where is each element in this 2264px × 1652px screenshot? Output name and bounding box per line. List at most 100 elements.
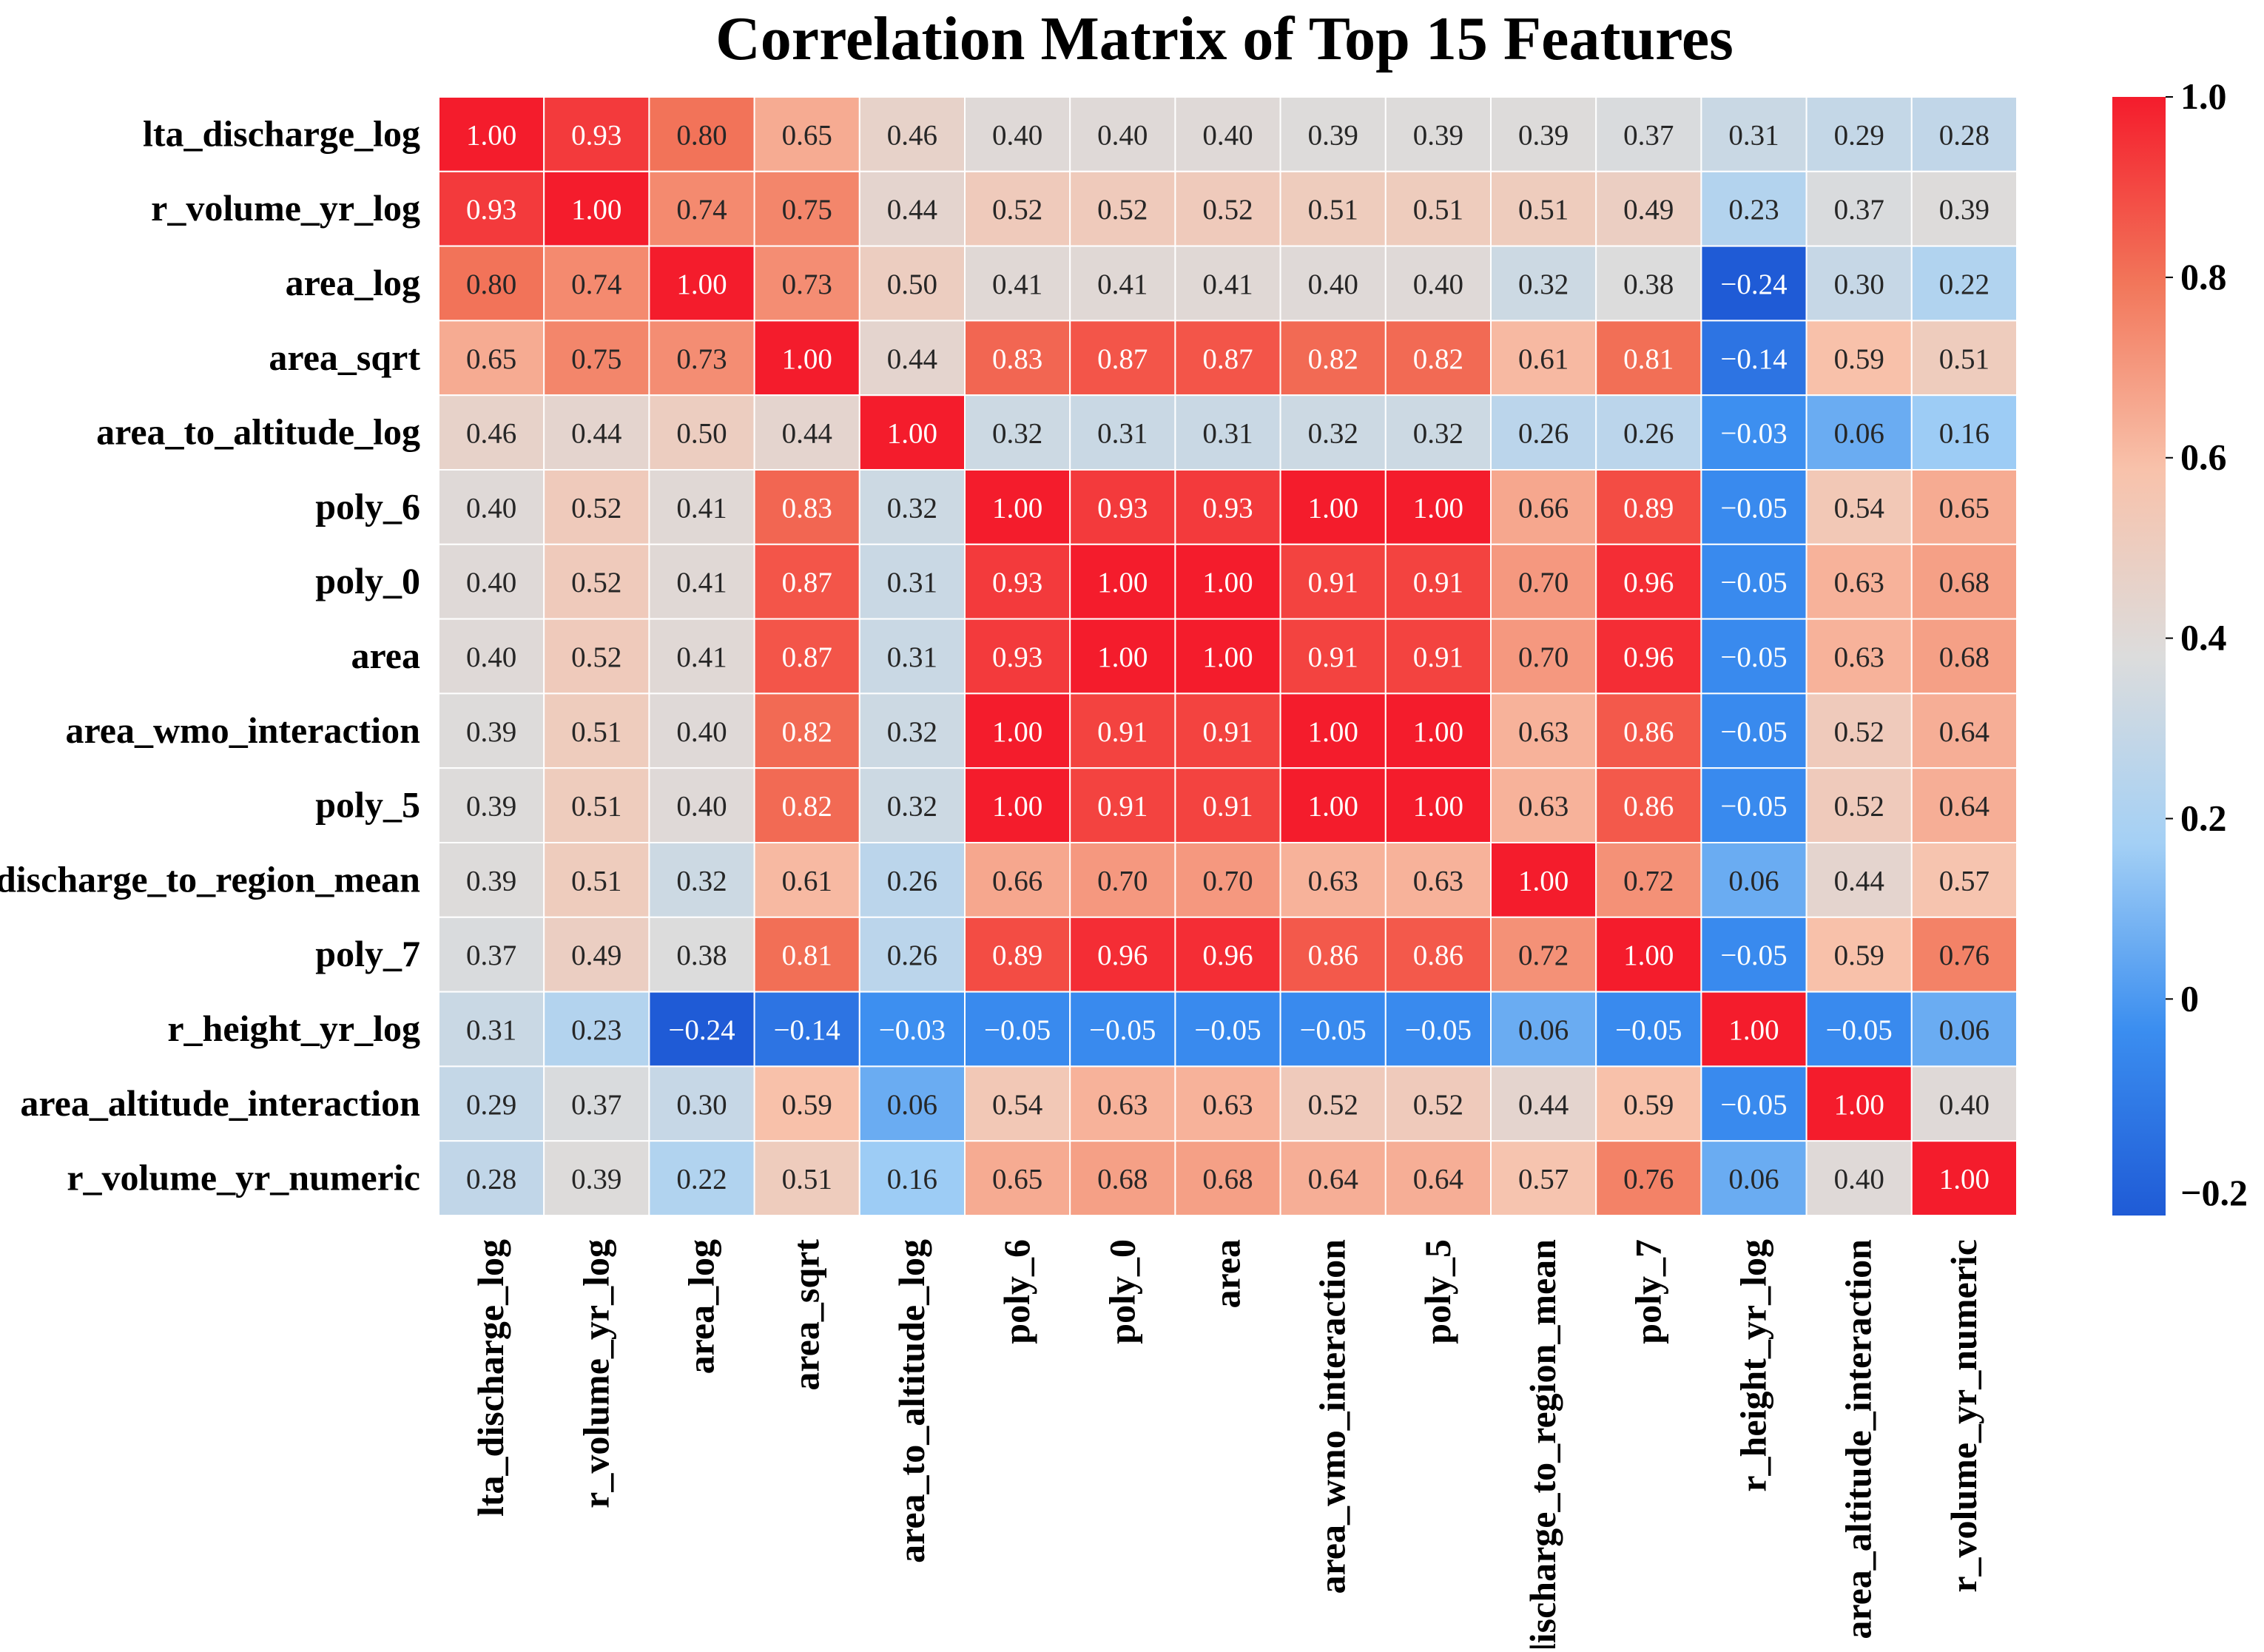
cell-value-label: 0.93 — [1202, 492, 1253, 524]
heatmap-cell — [1384, 842, 1492, 918]
colorbar-tick-label: 0.2 — [2180, 797, 2227, 838]
cell-value-label: 0.26 — [1623, 418, 1674, 450]
heatmap-cell — [964, 245, 1071, 322]
heatmap-cell — [1700, 170, 1808, 247]
cell-value-label: −0.05 — [1300, 1014, 1367, 1046]
cell-value-label: 0.40 — [1413, 269, 1463, 300]
cell-value-label: 0.68 — [1939, 567, 1990, 599]
cell-value-label: 0.59 — [1834, 343, 1884, 375]
cell-value-label: 0.66 — [1518, 492, 1569, 524]
heatmap-cell — [964, 394, 1071, 471]
heatmap-cell — [964, 1140, 1071, 1216]
heatmap-cell — [1384, 320, 1492, 397]
cell-value-label: 0.82 — [782, 716, 832, 748]
cell-value-label: −0.14 — [1720, 343, 1787, 375]
cell-value-label: −0.05 — [1720, 716, 1787, 748]
cell-value-label: 0.32 — [887, 716, 937, 748]
heatmap-cell — [964, 320, 1071, 397]
heatmap-cell — [1384, 618, 1492, 695]
heatmap-cell — [753, 469, 860, 545]
heatmap-cell — [1910, 1065, 2018, 1142]
heatmap-cell — [753, 543, 860, 620]
colorbar-tick-label: 0.4 — [2180, 617, 2227, 658]
cell-value-label: 0.96 — [1097, 940, 1148, 971]
cell-value-label: 0.87 — [1202, 343, 1253, 375]
row-labels: lta_discharge_log r_volume_yr_log area_log… — [0, 112, 420, 1198]
heatmap-cell — [858, 842, 966, 918]
cell-value-label: 0.54 — [1834, 492, 1884, 524]
heatmap-cell — [1805, 842, 1913, 918]
cell-value-label: 0.29 — [466, 1089, 516, 1121]
cell-value-label: 0.40 — [466, 567, 516, 599]
heatmap-cell — [438, 916, 545, 993]
heatmap-cell — [438, 842, 545, 918]
column-label: area_sqrt — [786, 1239, 827, 1391]
cell-value-label: 0.82 — [1308, 343, 1358, 375]
cell-value-label: 0.51 — [571, 716, 621, 748]
cell-value-label: 0.31 — [1728, 119, 1779, 151]
cell-value-label: 1.00 — [1202, 641, 1253, 673]
cell-value-label: 0.70 — [1202, 865, 1253, 897]
cell-value-label: 1.00 — [782, 343, 832, 375]
heatmap-cell — [648, 96, 755, 172]
heatmap-cell — [543, 916, 650, 993]
row-label: area_log — [286, 262, 420, 303]
row-label: poly_6 — [315, 485, 420, 527]
cell-value-label: 0.49 — [1623, 194, 1674, 226]
cell-value-label: 0.26 — [1518, 418, 1569, 450]
cell-value-label: 1.00 — [1308, 791, 1358, 823]
cell-value-label: 0.70 — [1097, 865, 1148, 897]
heatmap-cell — [1700, 1065, 1808, 1142]
heatmap-cell — [1174, 692, 1281, 769]
cell-value-label: 0.66 — [992, 865, 1042, 897]
cell-value-label: 0.39 — [1518, 119, 1569, 151]
cell-value-label: 1.00 — [1097, 567, 1148, 599]
cell-value-label: 0.29 — [1834, 119, 1884, 151]
cell-value-label: 0.51 — [1308, 194, 1358, 226]
cell-value-label: 1.00 — [1939, 1164, 1990, 1196]
heatmap-cell — [438, 469, 545, 545]
cell-value-label: 0.44 — [887, 194, 937, 226]
heatmap-cell — [1805, 320, 1913, 397]
cell-value-label: 0.68 — [1202, 1164, 1253, 1196]
cell-value-label: 0.23 — [1728, 194, 1779, 226]
cell-value-label: 0.22 — [676, 1164, 727, 1196]
heatmap-cell — [1595, 842, 1702, 918]
row-label: poly_0 — [315, 560, 420, 601]
cell-value-label: 0.75 — [571, 343, 621, 375]
heatmap-cell — [648, 767, 755, 843]
heatmap-cell — [1490, 991, 1597, 1068]
heatmap-cell — [1595, 1140, 1702, 1216]
cell-value-label: 0.51 — [571, 791, 621, 823]
heatmap-cell — [1490, 1065, 1597, 1142]
cell-value-label: 0.28 — [466, 1164, 516, 1196]
cell-value-label: 0.40 — [676, 791, 727, 823]
cell-value-label: 0.70 — [1518, 641, 1569, 673]
cell-value-label: −0.05 — [1089, 1014, 1156, 1046]
colorbar-gradient-bar — [2112, 97, 2166, 1216]
cell-value-label: 0.37 — [1623, 119, 1674, 151]
column-label: discharge_to_region_mean — [1522, 1239, 1563, 1648]
cell-value-label: −0.05 — [1720, 641, 1787, 673]
cell-value-label: 0.59 — [1834, 940, 1884, 971]
heatmap-cell — [1490, 767, 1597, 843]
cell-value-label: 0.65 — [466, 343, 516, 375]
heatmap-cell — [1805, 394, 1913, 471]
heatmap-cell — [964, 543, 1071, 620]
heatmap-cell — [438, 320, 545, 397]
heatmap-cell — [438, 245, 545, 322]
cell-value-label: 0.59 — [782, 1089, 832, 1121]
heatmap-cell — [1700, 767, 1808, 843]
row-label: discharge_to_region_mean — [0, 858, 420, 900]
heatmap-cell — [1384, 543, 1492, 620]
column-label: r_volume_yr_numeric — [1943, 1239, 1984, 1593]
row-label: poly_5 — [315, 784, 420, 826]
heatmap-cell — [858, 618, 966, 695]
cell-value-label: −0.05 — [1615, 1014, 1682, 1046]
cell-value-label: 0.63 — [1834, 641, 1884, 673]
colorbar-tick-label: 0 — [2180, 977, 2199, 1019]
cell-value-label: −0.05 — [1720, 492, 1787, 524]
cell-value-label: 0.06 — [1728, 1164, 1779, 1196]
heatmap-cell — [1700, 916, 1808, 993]
cell-value-label: 0.38 — [676, 940, 727, 971]
